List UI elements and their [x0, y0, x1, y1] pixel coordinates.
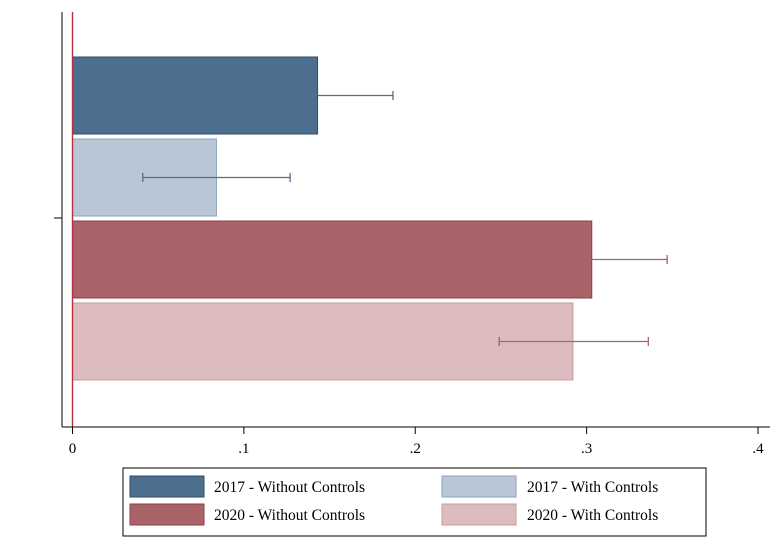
legend-swatch-4 — [441, 503, 517, 526]
axes-layer: 0 .1 .2 .3 .4 — [54, 12, 770, 457]
error-bars-layer — [142, 91, 668, 346]
legend-label-3: 2020 - Without Controls — [214, 507, 365, 524]
x-tick-label-1: .1 — [238, 441, 249, 457]
legend-label-4: 2020 - With Controls — [527, 507, 658, 524]
x-tick-label-0: 0 — [69, 441, 77, 457]
legend-swatch-1 — [129, 475, 205, 498]
x-tick-label-3: .3 — [581, 441, 592, 457]
error-bar-2 — [142, 173, 291, 182]
error-bar-1 — [241, 91, 394, 100]
legend: 2017 - Without Controls 2017 - With Contr… — [122, 467, 707, 537]
legend-label-2: 2017 - With Controls — [527, 479, 658, 496]
bar-3 — [72, 220, 593, 299]
legend-swatch-2 — [441, 475, 517, 498]
legend-swatch-3 — [129, 503, 205, 526]
error-bar-4 — [498, 337, 649, 346]
bars-layer — [72, 56, 593, 381]
legend-box — [122, 467, 707, 537]
x-tick-label-4: .4 — [752, 441, 764, 457]
bar-4 — [72, 302, 574, 381]
error-bar-3 — [517, 255, 668, 264]
x-tick-label-2: .2 — [410, 441, 421, 457]
legend-label-1: 2017 - Without Controls — [214, 479, 365, 496]
